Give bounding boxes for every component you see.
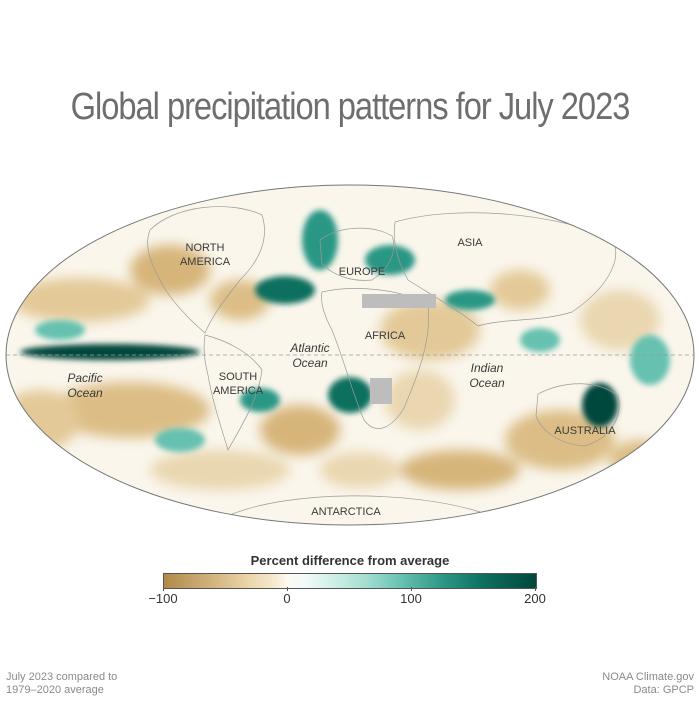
label-africa: AFRICA bbox=[364, 330, 406, 342]
wet-anomaly-patch bbox=[255, 276, 315, 304]
label-asia: ASIA bbox=[457, 237, 483, 249]
label-atlantic-ocean: Atlantic Ocean bbox=[290, 341, 330, 370]
label-europe: EUROPE bbox=[338, 266, 386, 278]
south-america-outline bbox=[203, 334, 263, 451]
legend-color-bar bbox=[163, 573, 537, 589]
dry-anomaly-patch bbox=[580, 290, 660, 350]
dry-anomaly-patch bbox=[320, 452, 400, 488]
dry-anomaly-patch bbox=[10, 278, 150, 322]
wet-anomaly-patch bbox=[240, 388, 280, 412]
legend-title: Percent difference from average bbox=[250, 553, 450, 568]
label-north-america: NORTH AMERICA bbox=[179, 242, 231, 268]
dry-anomaly-patch bbox=[150, 450, 290, 490]
dry-anomaly-patch bbox=[400, 450, 520, 490]
legend-tick-mark bbox=[287, 587, 288, 591]
legend-tick-mark bbox=[411, 587, 412, 591]
label-indian-ocean: Indian Ocean bbox=[469, 361, 505, 390]
footer-left-note: July 2023 compared to 1979–2020 average bbox=[6, 671, 118, 696]
no-data-areas bbox=[362, 294, 436, 404]
dry-anomaly-patch bbox=[50, 382, 210, 438]
legend-tick-label: 100 bbox=[400, 591, 422, 606]
label-australia: AUSTRALIA bbox=[554, 425, 616, 437]
page-title: Global precipitation patterns for July 2… bbox=[70, 86, 631, 128]
wet-anomaly-patch bbox=[520, 328, 560, 352]
dry-anomaly-patch bbox=[380, 300, 480, 360]
legend-tick-label: −100 bbox=[148, 591, 178, 606]
australia-outline bbox=[535, 383, 620, 447]
wet-anomaly-patch bbox=[582, 383, 618, 427]
globe-outline bbox=[5, 184, 695, 526]
dry-anomaly-patch bbox=[490, 270, 550, 310]
wet-anomaly-patch bbox=[630, 335, 670, 385]
wet-anomaly-patch bbox=[35, 320, 85, 340]
asia-outline bbox=[393, 212, 617, 327]
legend-tick-label: 0 bbox=[283, 591, 291, 606]
wet-anomaly-patch bbox=[445, 290, 495, 310]
legend-tick-mark bbox=[535, 587, 536, 591]
legend-tick-mark bbox=[163, 587, 164, 591]
label-pacific-ocean: Pacific Ocean bbox=[67, 371, 103, 400]
legend-tick-label: 200 bbox=[524, 591, 546, 606]
europe-outline bbox=[319, 227, 395, 281]
north-america-outline bbox=[147, 206, 265, 334]
wet-anomaly-patch bbox=[155, 428, 205, 452]
dry-anomaly-patch bbox=[385, 370, 455, 430]
label-south-america: SOUTH AMERICA bbox=[212, 371, 264, 397]
wet-anomaly-patch bbox=[20, 344, 200, 360]
wet-anomaly-patch bbox=[328, 377, 372, 413]
label-antarctica: ANTARCTICA bbox=[311, 506, 381, 518]
dry-anomaly-patch bbox=[260, 405, 340, 455]
footer-right-credit: NOAA Climate.gov Data: GPCP bbox=[602, 671, 694, 696]
